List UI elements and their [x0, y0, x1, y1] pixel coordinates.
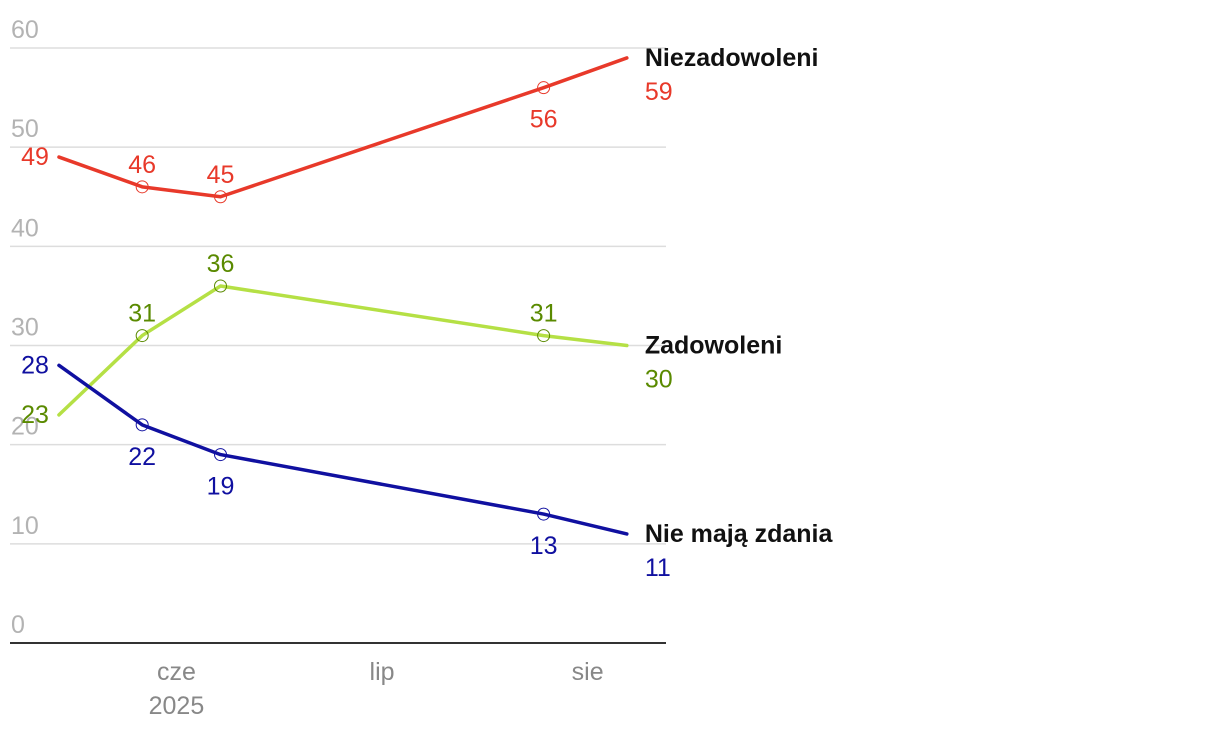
data-point-marker	[537, 507, 551, 521]
data-label: 49	[21, 143, 49, 171]
y-tick-label: 30	[11, 314, 39, 342]
data-point-marker	[214, 448, 228, 462]
y-tick-label: 20	[11, 413, 39, 441]
data-label: 13	[530, 532, 558, 560]
y-tick-label: 50	[11, 115, 39, 143]
y-tick-label: 10	[11, 512, 39, 540]
grid	[10, 47, 666, 545]
y-tick-label: 40	[11, 214, 39, 242]
data-label: 22	[128, 443, 156, 471]
series-end-value: 11	[645, 554, 671, 582]
series-line	[57, 56, 629, 199]
data-label: 45	[207, 161, 235, 189]
data-label: 31	[128, 300, 156, 328]
data-point-marker	[537, 329, 551, 343]
series-name-label: Nie mają zdania	[645, 520, 834, 548]
series-line	[57, 284, 629, 417]
y-tick-label: 0	[11, 611, 25, 639]
data-label: 28	[21, 351, 49, 379]
series-name-label: Niezadowoleni	[645, 44, 819, 72]
y-tick-label: 60	[11, 16, 39, 44]
data-point-marker	[214, 190, 228, 204]
data-label: 31	[530, 300, 558, 328]
data-point-marker	[214, 279, 228, 293]
data-label: 19	[207, 473, 235, 501]
x-tick-label: cze	[157, 658, 196, 686]
series-line	[57, 363, 629, 536]
series-name-label: Zadowoleni	[645, 332, 783, 360]
x-tick-label: lip	[370, 658, 395, 686]
data-label: 46	[128, 151, 156, 179]
y-axis: 0 10 20 30 40 50 60	[11, 16, 39, 639]
data-point-marker	[135, 180, 149, 194]
data-point-marker	[537, 81, 551, 95]
x-axis: cze 2025 lip sie	[10, 642, 666, 720]
data-labels: 49 46 45 56 Niezadowoleni 59 23 31 36 31 Zadowolen…	[21, 44, 833, 582]
x-tick-sublabel: 2025	[149, 692, 205, 720]
series-end-value: 59	[645, 78, 673, 106]
data-label: 23	[21, 401, 49, 429]
data-label: 56	[530, 106, 558, 134]
series-end-value: 30	[645, 366, 673, 394]
series-group	[57, 56, 629, 536]
data-point-marker	[135, 329, 149, 343]
x-tick-label: sie	[572, 658, 604, 686]
data-point-marker	[135, 418, 149, 432]
data-label: 36	[207, 250, 235, 278]
